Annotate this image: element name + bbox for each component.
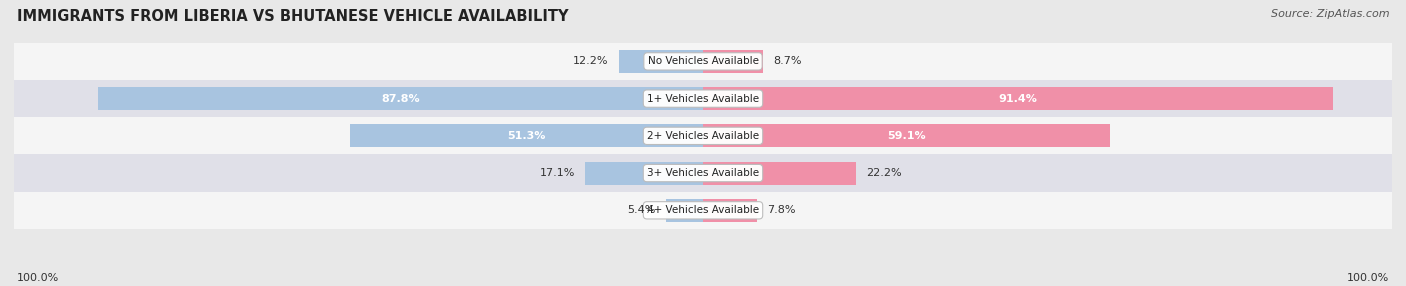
Text: 4+ Vehicles Available: 4+ Vehicles Available: [647, 205, 759, 215]
Text: 7.8%: 7.8%: [768, 205, 796, 215]
Text: 1+ Vehicles Available: 1+ Vehicles Available: [647, 94, 759, 104]
Bar: [703, 124, 1111, 147]
Text: 51.3%: 51.3%: [508, 131, 546, 141]
Text: Source: ZipAtlas.com: Source: ZipAtlas.com: [1271, 9, 1389, 19]
Bar: [703, 50, 763, 73]
Bar: [14, 192, 1392, 229]
Bar: [585, 162, 703, 185]
Text: 59.1%: 59.1%: [887, 131, 927, 141]
Bar: [703, 87, 1333, 110]
Bar: [350, 124, 703, 147]
Bar: [703, 162, 856, 185]
Text: 100.0%: 100.0%: [17, 273, 59, 283]
Bar: [666, 199, 703, 222]
Text: 100.0%: 100.0%: [1347, 273, 1389, 283]
Text: 3+ Vehicles Available: 3+ Vehicles Available: [647, 168, 759, 178]
Bar: [14, 117, 1392, 154]
Text: 8.7%: 8.7%: [773, 56, 801, 66]
Text: No Vehicles Available: No Vehicles Available: [648, 56, 758, 66]
Bar: [98, 87, 703, 110]
Text: 17.1%: 17.1%: [540, 168, 575, 178]
Bar: [703, 199, 756, 222]
Bar: [14, 80, 1392, 117]
Text: 12.2%: 12.2%: [574, 56, 609, 66]
Bar: [14, 154, 1392, 192]
Bar: [14, 43, 1392, 80]
Text: 5.4%: 5.4%: [627, 205, 655, 215]
Text: 87.8%: 87.8%: [381, 94, 420, 104]
Text: 2+ Vehicles Available: 2+ Vehicles Available: [647, 131, 759, 141]
Bar: [619, 50, 703, 73]
Text: 22.2%: 22.2%: [866, 168, 901, 178]
Text: 91.4%: 91.4%: [998, 94, 1038, 104]
Text: IMMIGRANTS FROM LIBERIA VS BHUTANESE VEHICLE AVAILABILITY: IMMIGRANTS FROM LIBERIA VS BHUTANESE VEH…: [17, 9, 568, 23]
